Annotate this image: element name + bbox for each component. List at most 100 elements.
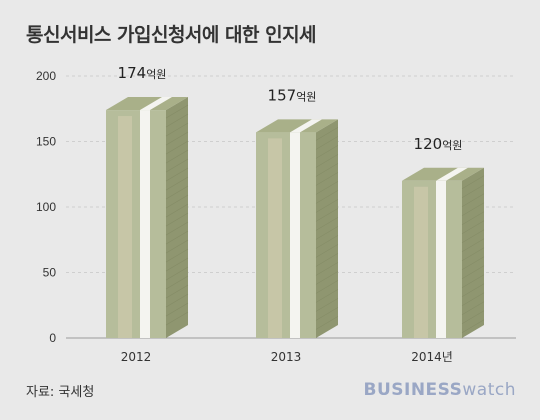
y-tick-label: 150 xyxy=(36,135,56,149)
bill-edge xyxy=(165,311,189,326)
x-tick-label: 2014년 xyxy=(411,350,453,364)
bill-edge xyxy=(315,145,339,159)
y-tick-label: 50 xyxy=(43,266,57,280)
bill-edge xyxy=(461,238,485,253)
bar-band xyxy=(140,110,150,338)
bill-edge xyxy=(165,284,189,299)
y-tick-label: 200 xyxy=(36,69,56,83)
bill-edge xyxy=(315,154,339,168)
data-label: 174억원 xyxy=(118,64,167,82)
bill-edge xyxy=(315,199,339,213)
bill-edge xyxy=(315,262,339,276)
data-label-value: 120 xyxy=(414,135,443,153)
bill-edge xyxy=(315,127,339,141)
bill-edge xyxy=(461,265,485,280)
bill-edge xyxy=(165,176,189,191)
bill-edge xyxy=(165,113,189,128)
data-label: 120억원 xyxy=(414,135,463,153)
bill-edge xyxy=(165,212,189,227)
bill-edge xyxy=(461,310,485,325)
data-label-unit: 억원 xyxy=(442,139,462,152)
money-stack-bar xyxy=(106,97,189,338)
bill-edge xyxy=(461,229,485,244)
bill-edge xyxy=(315,226,339,240)
data-label-unit: 억원 xyxy=(296,90,316,103)
bill-edge xyxy=(315,208,339,222)
data-label-unit: 억원 xyxy=(146,68,166,81)
bill-edge xyxy=(315,217,339,231)
bill-edge xyxy=(165,131,189,146)
bill-edge xyxy=(165,257,189,272)
bill-edge xyxy=(165,266,189,281)
bar-front xyxy=(106,110,166,338)
bill-edge xyxy=(461,211,485,226)
bill-edge xyxy=(315,307,339,321)
bill-edge xyxy=(461,247,485,262)
bill-edge xyxy=(165,185,189,200)
data-label-value: 157 xyxy=(268,86,297,104)
bar-band xyxy=(436,180,446,338)
bar-top-band xyxy=(436,167,468,181)
bar-shade xyxy=(118,116,132,338)
bill-edge xyxy=(315,289,339,303)
bar-side xyxy=(462,167,484,338)
bill-edge xyxy=(315,136,339,150)
bill-edge xyxy=(165,275,189,290)
bill-edge xyxy=(461,301,485,316)
bar-front xyxy=(256,132,316,338)
x-tick-label: 2013 xyxy=(271,350,302,364)
y-tick-label: 0 xyxy=(49,331,56,345)
y-tick-label: 100 xyxy=(36,200,56,214)
bar-front xyxy=(402,180,462,338)
bar-side xyxy=(166,97,188,338)
source-label: 자료: 국세청 xyxy=(26,385,95,400)
bill-edge xyxy=(461,274,485,289)
bar-top-band xyxy=(140,97,172,111)
bill-edge xyxy=(461,220,485,235)
bill-edge xyxy=(461,283,485,298)
bill-edge xyxy=(165,149,189,164)
bill-edge xyxy=(165,248,189,263)
bill-edge xyxy=(461,256,485,271)
bill-edge xyxy=(165,194,189,209)
bill-edge xyxy=(165,293,189,308)
x-axis-ticks: 2012 2013 2014년 xyxy=(121,350,453,364)
money-stack-bar xyxy=(402,167,485,338)
bill-edge xyxy=(165,140,189,155)
bar-top-band xyxy=(290,119,322,133)
bill-edge xyxy=(315,181,339,195)
bill-edge xyxy=(165,230,189,245)
money-stack-bar xyxy=(256,119,339,338)
chart-title: 통신서비스 가입신청서에 대한 인지세 xyxy=(26,24,317,46)
bill-edge xyxy=(315,190,339,204)
brand-logo-part2: watch xyxy=(462,380,516,400)
bill-edge xyxy=(461,175,485,190)
bill-edge xyxy=(165,302,189,317)
bill-edge xyxy=(315,235,339,249)
x-tick-label: 2012 xyxy=(121,350,152,364)
bar-top xyxy=(106,97,188,111)
y-axis-ticks: 0 50 100 150 200 xyxy=(36,69,56,345)
bill-edge xyxy=(461,184,485,199)
bar-shade xyxy=(268,138,282,338)
bill-edge xyxy=(315,316,339,330)
bill-edge xyxy=(315,244,339,258)
bar-top xyxy=(402,167,484,181)
bill-edge xyxy=(461,193,485,208)
bill-edge xyxy=(461,202,485,217)
bar-shade xyxy=(414,186,428,338)
bill-edge xyxy=(165,221,189,236)
bill-edge xyxy=(461,319,485,334)
bill-edge xyxy=(315,253,339,267)
bill-edge xyxy=(315,298,339,312)
bill-edge xyxy=(461,292,485,307)
bar-top xyxy=(256,119,338,133)
bill-edge xyxy=(165,122,189,137)
brand-logo-part1: BUSINESS xyxy=(363,380,463,400)
bar-band xyxy=(290,132,300,338)
bill-edge xyxy=(315,163,339,177)
brand-logo: BUSINESSwatch xyxy=(363,380,516,400)
bill-edge xyxy=(315,271,339,285)
